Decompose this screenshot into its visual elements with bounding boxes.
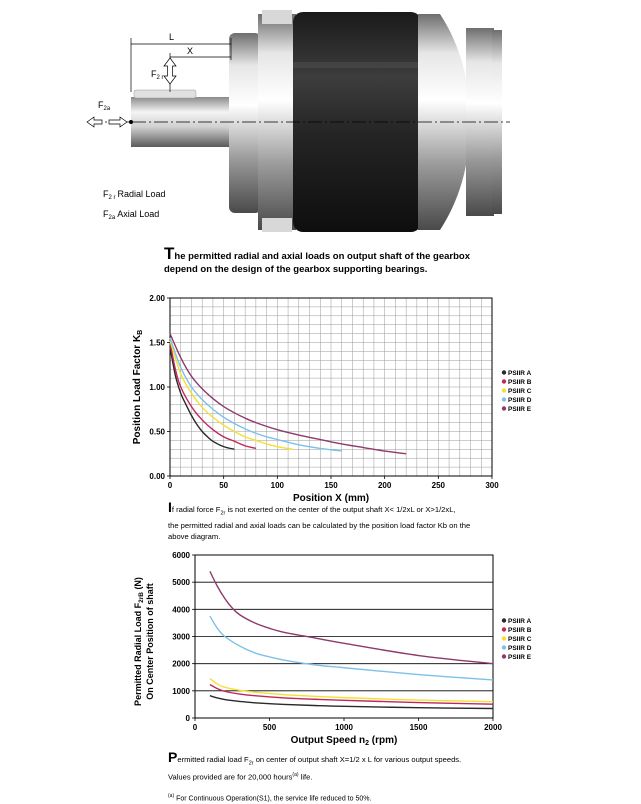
series-line-psiir-a [209,695,494,710]
legend-marker [501,370,507,375]
legend-radial-load: F2 r Radial Load [103,189,166,201]
legend-marker [501,654,507,659]
x-tick-label: 2000 [484,723,502,732]
footnote-marker: (a) [168,793,175,800]
y-tick-label: 2000 [172,660,190,669]
caption1-initial: T [164,244,175,263]
legend-label: PSIIR E [508,654,532,661]
caption1-line2: depend on the design of the gearbox supp… [164,264,428,275]
y-tick-label: 2.00 [149,294,165,303]
axial-force-arrow-right [108,116,128,128]
series-line-psiir-b [209,683,494,705]
shaft-key [133,89,197,99]
note2-line2-sup: (a) [292,771,299,778]
f2r-label: F2 r [151,69,164,81]
x-tick-label: 150 [324,481,338,490]
y-tick-label: 6000 [172,551,190,560]
series-line-psiir-a [169,346,235,450]
note1-line1-sub: 2r [220,510,226,517]
x-tick-label: 50 [219,481,228,490]
y-tick-label: 3000 [172,633,190,642]
legend-label: PSIIR A [508,618,532,625]
legend-label: PSIIR D [508,397,532,404]
legend-marker [501,618,507,623]
y-tick-label: 5000 [172,578,190,587]
y-tick-label: 1.00 [149,383,165,392]
radial-force-arrow [163,57,177,85]
note1-line3: above diagram. [168,531,221,541]
caption1-line1: he permitted radial and axial loads on o… [174,251,470,262]
y-axis-label: Permitted Radial Load F2rB (N) On Center… [133,577,155,706]
note2-line2-a: Values provided are for 20,000 hours [168,772,293,782]
x-axis-label: Output Speed n2 (rpm) [291,735,398,747]
note1-line1-b: is not exerted on the center of the outp… [225,505,456,514]
y-tick-label: 1.50 [149,339,165,348]
f2a-label: F2a [98,100,111,112]
y-tick-label: 4000 [172,605,190,614]
legend-label: PSIIR C [508,636,532,643]
legend-label: PSIIR C [508,388,532,395]
dim-X-label: X [187,46,193,56]
y-tick-label: 0 [186,714,191,723]
flange-rib-bottom [262,218,292,232]
series-line-psiir-c [209,678,494,703]
y-axis-label: Position Load Factor KB [132,330,144,445]
note1-line2: the permitted radial and axial loads can… [168,520,471,530]
legend-label: PSIIR B [508,627,532,634]
series-line-psiir-d [169,337,342,452]
svg-text:On Center Position of shaft: On Center Position of shaft [145,583,155,700]
caption-load-design: The permitted radial and axial loads on … [164,244,604,276]
x-tick-label: 1000 [335,723,353,732]
series-line-psiir-b [169,342,257,450]
axial-force-arrow-left [86,116,103,128]
svg-text:Permitted Radial Load F2rB (N): Permitted Radial Load F2rB (N) [133,577,145,706]
legend-label: PSIIR A [508,370,532,377]
y-tick-label: 0.00 [149,472,165,481]
x-tick-label: 300 [485,481,499,490]
legend-marker [501,406,507,411]
series-line-psiir-e [169,333,407,455]
note2-line1-b: on center of output shaft X=1/2 x L for … [253,755,462,764]
series-line-psiir-d [209,615,494,681]
note-position-factor: If radial force F2r is not exerted on th… [168,499,518,542]
x-tick-label: 250 [432,481,446,490]
legend-marker [501,627,507,632]
x-axis-label: Position X (mm) [293,493,369,504]
flange-rib-top [262,10,292,24]
x-tick-label: 1500 [410,723,428,732]
series-line-psiir-c [169,340,294,450]
legend-axial-load: F2a Axial Load [103,209,159,221]
note2-line1-sub: 2r [248,760,254,767]
position-load-factor-chart: 0 50 100 150 200 250 300 0.00 0.50 1.00 1.50 2.00 P… [132,294,532,504]
legend-marker [501,397,507,402]
note2-initial: P [168,749,178,765]
legend-marker [501,645,507,650]
permitted-radial-load-chart: 0 500 1000 1500 2000 0 1000 2000 3000 4000 5000 600… [133,551,532,747]
x-tick-label: 500 [263,723,277,732]
legend-marker [501,379,507,384]
x-tick-label: 0 [193,723,198,732]
x-tick-label: 200 [378,481,392,490]
legend-marker [501,636,507,641]
x-tick-label: 100 [271,481,285,490]
y-tick-label: 1000 [172,687,190,696]
note-permitted-load: Permitted radial load F2r on center of o… [168,749,528,804]
legend-label: PSIIR E [508,406,532,413]
housing-highlight [293,62,421,68]
series-line-psiir-e [209,570,494,665]
note2-line2-b: life. [298,772,313,782]
footnote-text: For Continuous Operation(S1), the servic… [174,795,372,803]
legend-marker [501,388,507,393]
legend-label: PSIIR B [508,379,532,386]
legend-label: PSIIR D [508,645,532,652]
dim-L-label: L [169,32,174,42]
gearbox-illustration: L X F2 r F2a F2 r Radial Load F2a Axial Lo… [86,10,510,232]
y-tick-label: 0.50 [149,428,165,437]
note1-line1-a: f radial force F [171,505,221,514]
note1-initial: I [168,499,172,515]
flange [229,33,261,213]
shaft-end-point [129,120,133,124]
note2-line1-a: ermitted radial load F [177,755,249,764]
x-tick-label: 0 [168,481,173,490]
